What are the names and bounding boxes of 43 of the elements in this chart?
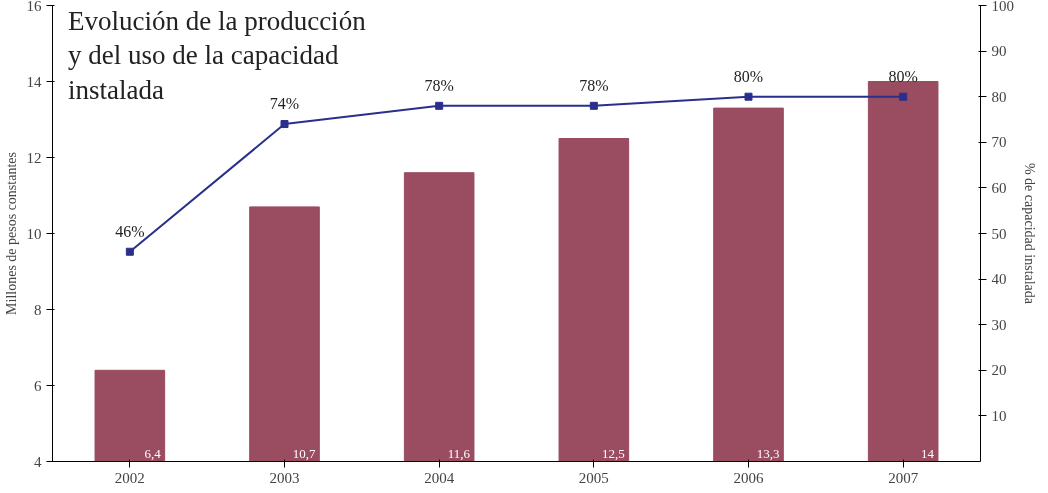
- y2-tick-label: 30: [991, 316, 1007, 333]
- data-label: 46%: [115, 222, 145, 240]
- y-tick-label: 8: [34, 301, 42, 318]
- data-label: 6,4: [144, 445, 162, 461]
- y-tick-label: 14: [26, 73, 42, 90]
- x-tick-label: 2004: [424, 469, 455, 486]
- y-tick-label: 16: [26, 0, 42, 14]
- data-label: 14: [921, 445, 935, 461]
- y2-tick-label: 100: [991, 0, 1014, 14]
- data-label: 74%: [269, 95, 300, 113]
- data-label: 80%: [733, 67, 764, 85]
- data-label: 13,3: [756, 445, 780, 461]
- y2-tick-label: 60: [991, 179, 1007, 196]
- y-axis-title: Millones de pesos constantes: [3, 152, 19, 315]
- x-tick-label: 2007: [888, 469, 919, 486]
- y2-tick-label: 90: [991, 43, 1007, 60]
- data-label: 80%: [888, 67, 918, 85]
- data-label: 11,6: [447, 445, 471, 461]
- data-label: 78%: [579, 76, 609, 94]
- y2-axis-title: % de capacidad instalada: [1022, 162, 1037, 305]
- x-tick-label: 2006: [733, 469, 764, 486]
- point: [744, 92, 753, 101]
- y-tick-label: 12: [26, 149, 42, 166]
- y2-tick-label: 10: [991, 407, 1007, 424]
- point: [125, 247, 134, 256]
- y-tick-label: 4: [34, 453, 42, 470]
- y2-tick-label: 40: [991, 271, 1007, 288]
- data-label: 10,7: [292, 445, 316, 461]
- y2-tick-label: 70: [991, 134, 1007, 151]
- x-tick-label: 2005: [578, 469, 609, 486]
- x-tick-label: 2003: [269, 469, 300, 486]
- y-tick-label: 10: [26, 225, 42, 242]
- point: [899, 92, 908, 101]
- data-label: 78%: [424, 76, 454, 94]
- point: [435, 101, 444, 110]
- y2-tick-label: 50: [991, 225, 1007, 242]
- point: [280, 120, 289, 129]
- y2-tick-label: 20: [991, 362, 1007, 379]
- y-tick-label: 6: [34, 377, 42, 394]
- x-tick-label: 2002: [114, 469, 145, 486]
- data-label: 12,5: [602, 445, 625, 461]
- point: [589, 101, 598, 110]
- y2-tick-label: 80: [991, 88, 1007, 105]
